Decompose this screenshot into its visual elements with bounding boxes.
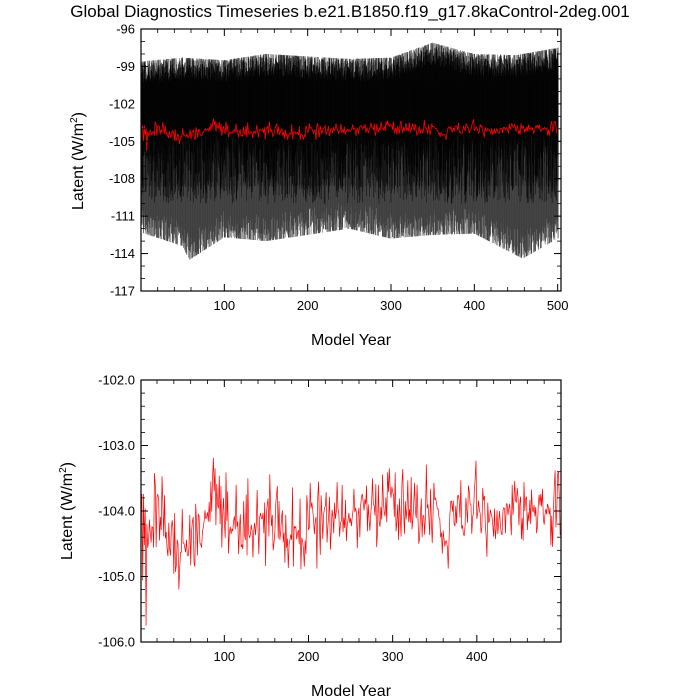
top-y-axis-label-main: Latent (W/m [70, 123, 87, 210]
chart-title: Global Diagnostics Timeseries b.e21.B185… [70, 2, 629, 21]
x-tick-label: 300 [382, 649, 404, 664]
x-tick-label: 500 [547, 298, 569, 313]
top-y-tick-labels: -96 -99 -102 -105 -108 -111 -114 -117 [109, 22, 135, 299]
bottom-x-tick-labels: 100 200 300 400 [213, 649, 487, 664]
top-x-axis-label: Model Year [311, 332, 392, 349]
x-tick-label: 300 [380, 298, 402, 313]
bottom-plot-frame [140, 379, 562, 643]
x-tick-label: 400 [466, 649, 488, 664]
bottom-y-axis-label-sup: 2 [58, 467, 69, 473]
top-y-axis-label-close: ) [70, 112, 87, 117]
annual-mean-line [140, 457, 561, 626]
y-tick-label: -104.0 [98, 504, 135, 519]
top-plot-frame [140, 28, 562, 292]
y-tick-label: -105 [109, 134, 135, 149]
x-tick-label: 100 [213, 298, 235, 313]
y-tick-label: -117 [110, 284, 135, 299]
y-tick-label: -96 [116, 22, 135, 37]
y-tick-label: -114 [110, 246, 135, 261]
top-x-tick-labels: 100 200 300 400 500 [213, 298, 568, 313]
annual-mean-line [141, 118, 558, 151]
bottom-y-axis-label: Latent (W/m2) [58, 462, 76, 560]
x-tick-label: 400 [463, 298, 485, 313]
y-tick-label: -102 [109, 96, 135, 111]
y-tick-label: -106.0 [98, 635, 135, 650]
x-tick-label: 200 [297, 298, 319, 313]
bottom-tick-marks [141, 379, 561, 643]
y-tick-label: -103.0 [98, 438, 135, 453]
y-tick-label: -108 [109, 171, 135, 186]
top-y-axis-label-sup: 2 [69, 117, 80, 123]
bottom-plot-data [140, 457, 561, 626]
top-y-axis-label: Latent (W/m2) [69, 112, 87, 210]
bottom-y-tick-labels: -102.0 -103.0 -104.0 -105.0 -106.0 [98, 373, 135, 650]
top-plot-data [140, 42, 559, 260]
bottom-y-axis-label-main: Latent (W/m [59, 473, 76, 560]
y-tick-label: -105.0 [98, 569, 135, 584]
bottom-x-axis-label: Model Year [311, 683, 392, 700]
x-tick-label: 100 [213, 649, 235, 664]
bottom-y-axis-label-close: ) [59, 462, 76, 467]
y-tick-label: -99 [116, 59, 135, 74]
x-tick-label: 200 [298, 649, 320, 664]
y-tick-label: -102.0 [98, 373, 135, 388]
y-tick-label: -111 [111, 209, 135, 224]
